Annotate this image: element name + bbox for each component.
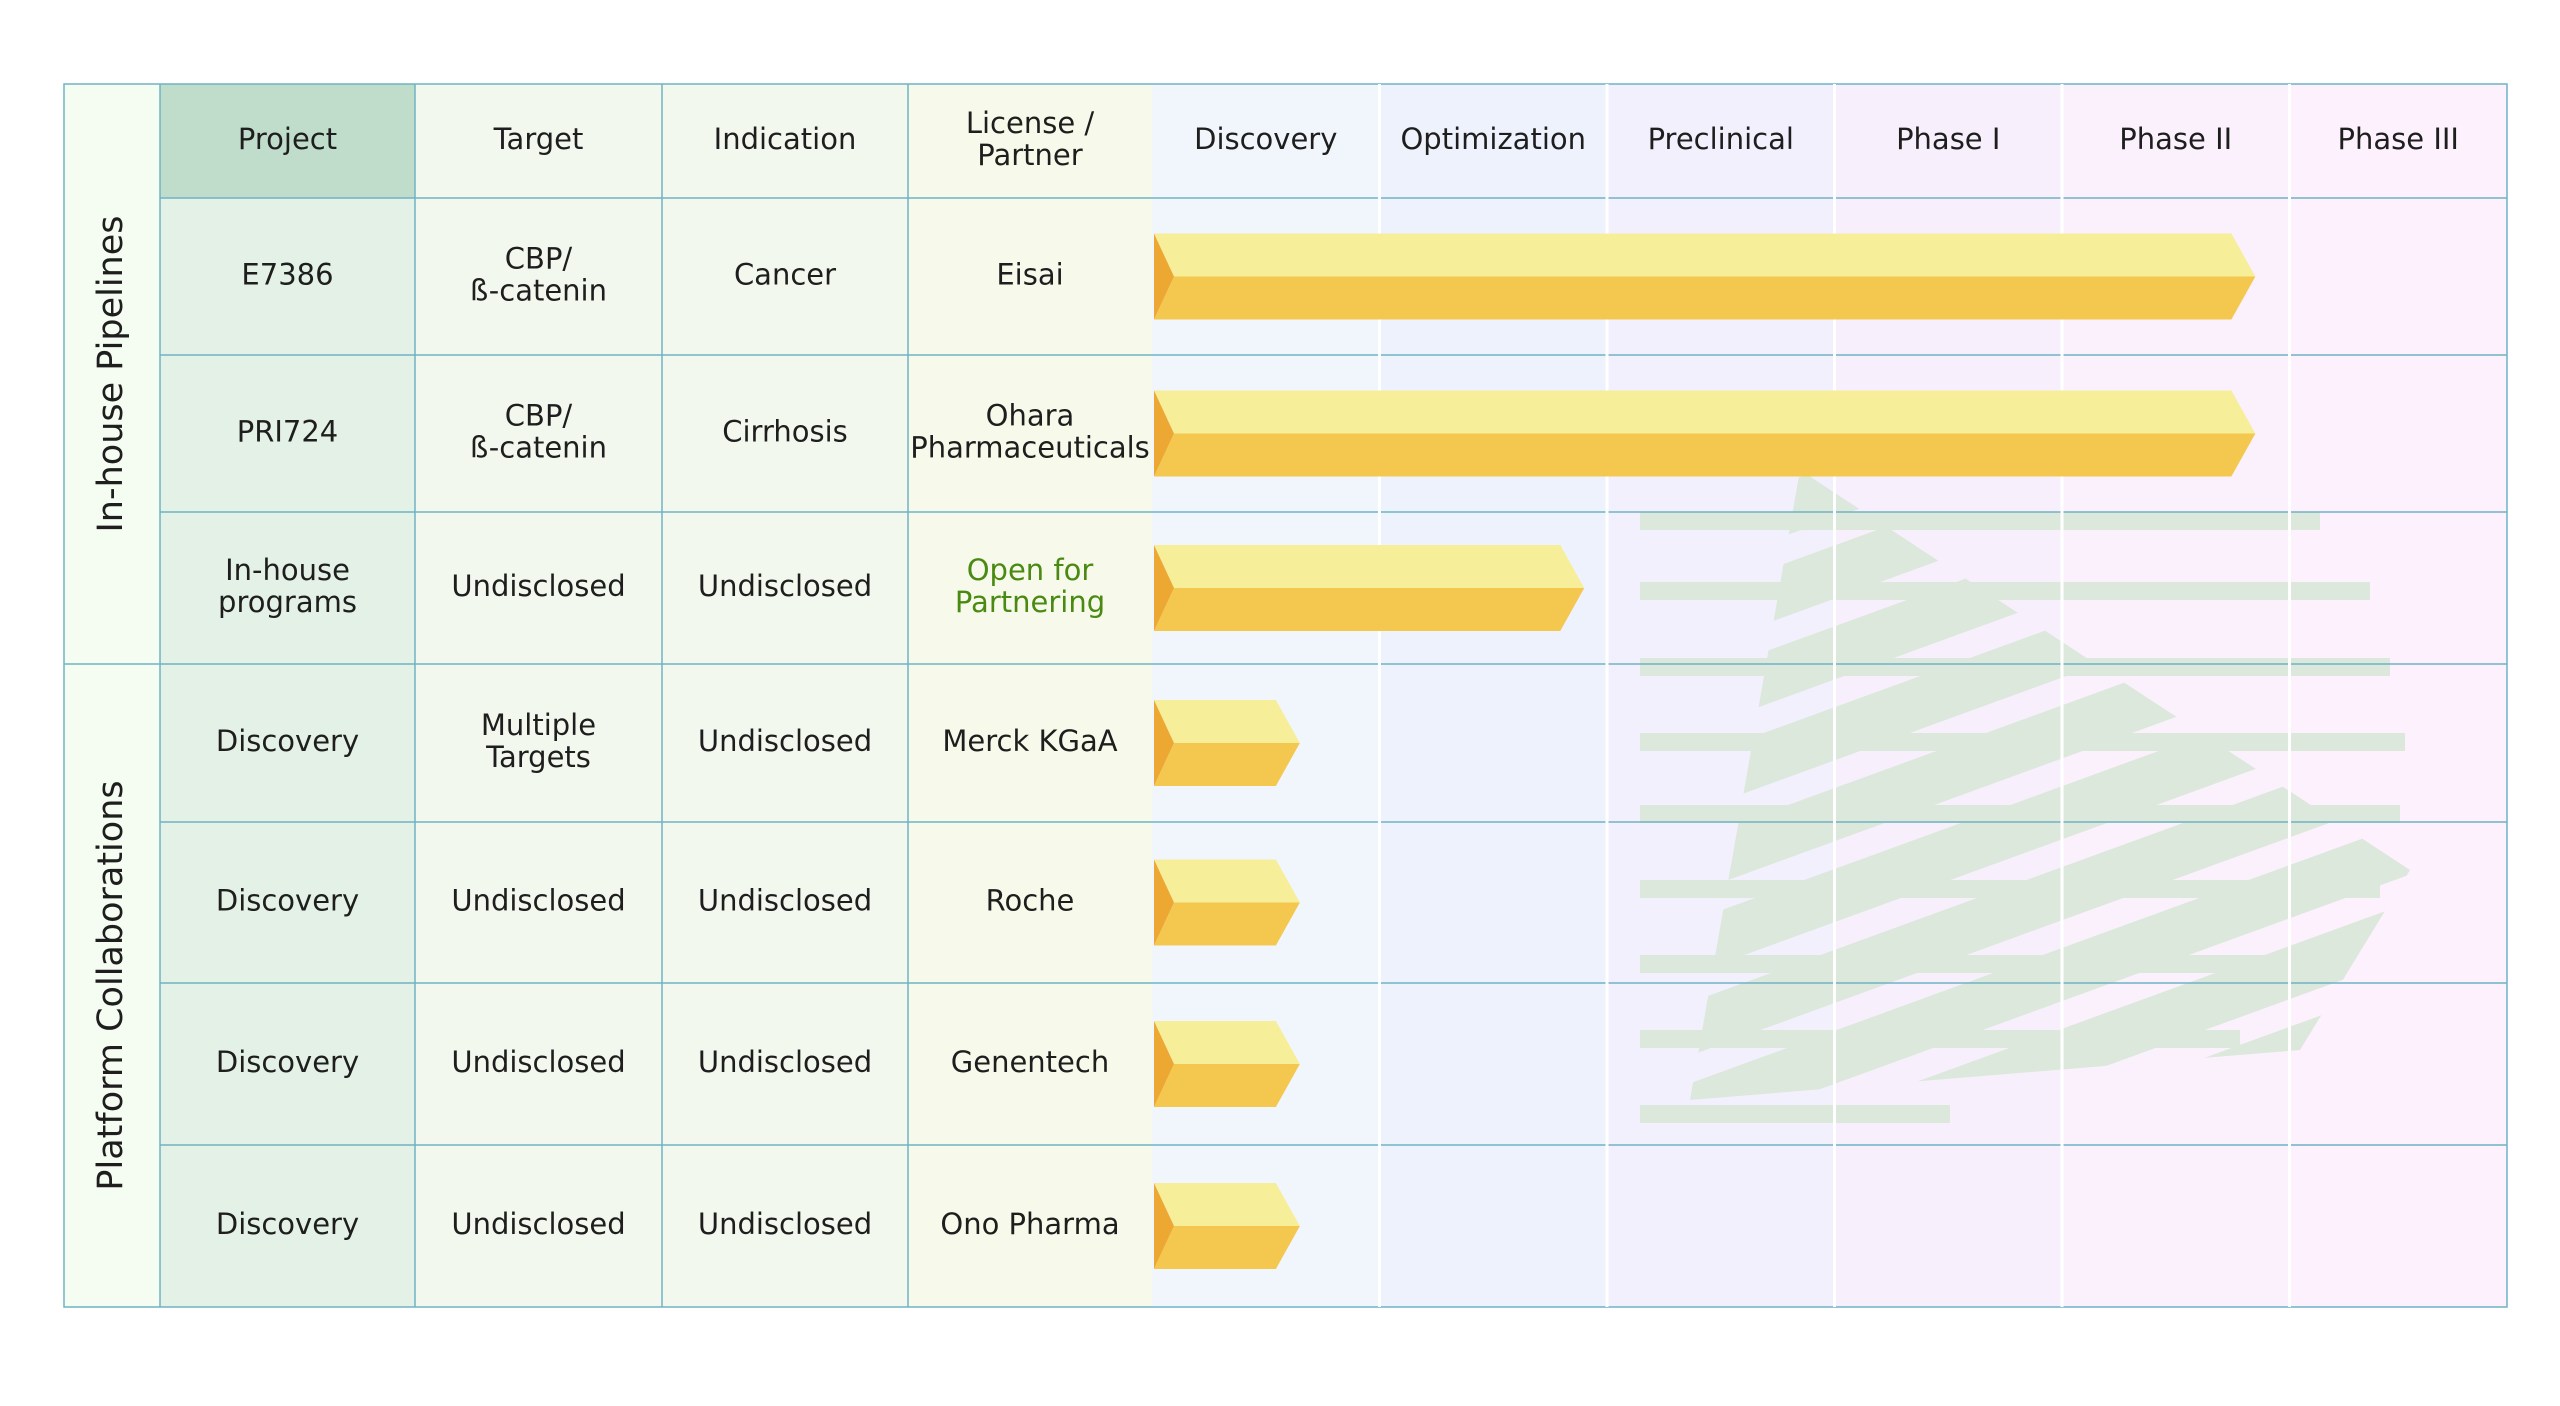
header-cell: Project <box>238 122 337 156</box>
cell-target: Multiple Targets <box>481 708 596 774</box>
progress-bar <box>1154 390 2256 477</box>
progress-bar <box>1154 545 1585 631</box>
progress-bar <box>1154 1021 1300 1107</box>
cell-project: Discovery <box>216 1045 359 1079</box>
cell-partner: Ono Pharma <box>940 1207 1119 1241</box>
group-label: Platform Collaborations <box>91 780 131 1190</box>
cell-project: E7386 <box>241 258 333 292</box>
table-rows: E7386 CBP/ß-catenin Cancer Eisai PRI724 CBP/ß… <box>216 241 1150 1241</box>
progress-bar <box>1154 1183 1300 1269</box>
cell-partner: Roche <box>986 884 1075 918</box>
cell-project: Discovery <box>216 1207 359 1241</box>
cell-indication: Cancer <box>734 258 836 292</box>
progress-bar <box>1154 233 2256 320</box>
header-cell: License / Partner <box>966 106 1095 172</box>
cell-target: Undisclosed <box>451 1045 625 1079</box>
cell-indication: Undisclosed <box>698 724 872 758</box>
phase-header: Phase III <box>2338 122 2459 156</box>
cell-project: Discovery <box>216 884 359 918</box>
group-label: In-house Pipelines <box>91 215 131 532</box>
cell-project: Discovery <box>216 724 359 758</box>
cell-target: Undisclosed <box>451 884 625 918</box>
cell-target: CBP/ß-catenin <box>470 398 607 464</box>
progress-bar <box>1154 859 1300 946</box>
watermark-logo-icon <box>1640 470 2410 1123</box>
cell-target: Undisclosed <box>451 569 625 603</box>
phase-header: Phase I <box>1896 122 2000 156</box>
cell-partner: Genentech <box>951 1045 1109 1079</box>
cell-partner: Eisai <box>996 258 1063 292</box>
cell-target: Undisclosed <box>451 1207 625 1241</box>
progress-bars <box>1154 233 2256 1269</box>
phase-header: Optimization <box>1400 122 1586 156</box>
phase-header: Phase II <box>2119 122 2232 156</box>
cell-indication: Undisclosed <box>698 1207 872 1241</box>
phase-header: Discovery <box>1194 122 1337 156</box>
header-cell: Target <box>493 122 584 156</box>
cell-partner: Merck KGaA <box>942 724 1117 758</box>
cell-partner: Ohara Pharmaceuticals <box>910 398 1150 464</box>
cell-project: In-house programs <box>218 553 357 619</box>
cell-indication: Cirrhosis <box>722 415 848 449</box>
header-cell: Indication <box>714 122 857 156</box>
table-header: Project Target Indication License / Partner D… <box>238 106 2459 172</box>
cell-target: CBP/ß-catenin <box>470 241 607 307</box>
cell-indication: Undisclosed <box>698 884 872 918</box>
progress-bar <box>1154 700 1300 786</box>
cell-indication: Undisclosed <box>698 569 872 603</box>
cell-project: PRI724 <box>237 415 339 449</box>
cell-indication: Undisclosed <box>698 1045 872 1079</box>
phase-header: Preclinical <box>1648 122 1794 156</box>
cell-partner: Open for Partnering <box>955 553 1105 619</box>
row-groups: In-house Pipelines Platform Collaboration… <box>91 215 131 1190</box>
